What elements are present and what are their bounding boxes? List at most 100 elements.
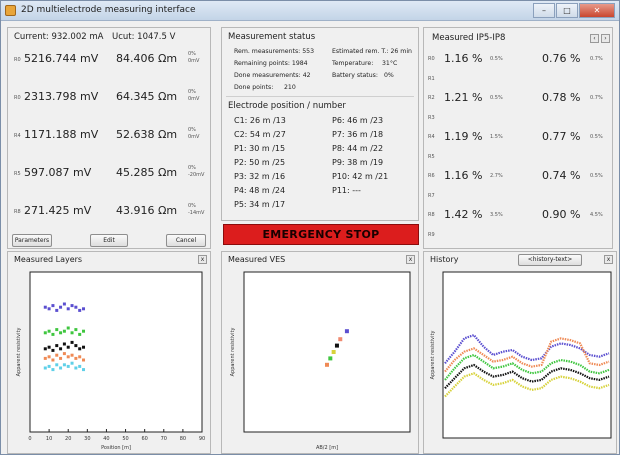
edit-button[interactable]: Edit bbox=[90, 234, 128, 247]
row-unit: 0mV bbox=[188, 134, 200, 140]
data-point bbox=[59, 305, 63, 309]
x-tick-label: 90 bbox=[199, 436, 205, 442]
data-point bbox=[344, 329, 349, 334]
data-point bbox=[59, 347, 63, 351]
ves-chart: Apparent resistivity AB/2 [m] bbox=[230, 271, 411, 450]
data-point bbox=[59, 356, 63, 360]
data-point bbox=[78, 308, 82, 312]
data-point bbox=[82, 307, 86, 311]
data-point bbox=[70, 304, 74, 308]
ip-value-b: 0.77 % bbox=[542, 130, 581, 143]
ip-value-a: 1.42 % bbox=[444, 208, 483, 221]
data-point bbox=[74, 356, 78, 360]
ip-row-label: R6 bbox=[428, 173, 435, 179]
maximize-icon[interactable]: □ bbox=[556, 3, 578, 18]
close-icon[interactable]: ✕ bbox=[579, 3, 615, 18]
data-point bbox=[78, 355, 82, 359]
ip-value-a: 1.16 % bbox=[444, 169, 483, 182]
ves-graph-panel: Measured VES x Apparent resistivity AB/2 … bbox=[221, 251, 419, 454]
layers-chart: Apparent resistivity Position [m] 0 10 20 30 4… bbox=[16, 271, 205, 450]
ip-row-label: R1 bbox=[428, 75, 435, 82]
data-point bbox=[78, 347, 82, 351]
row-unit: -14mV bbox=[188, 210, 205, 216]
next-icon[interactable]: › bbox=[601, 34, 610, 43]
data-point bbox=[334, 343, 339, 348]
row-unit: 0mV bbox=[188, 58, 200, 64]
row-resistivity: 45.285 Ωm bbox=[116, 166, 178, 179]
done-points-label: Done points: bbox=[234, 84, 274, 91]
row-unit: -20mV bbox=[188, 172, 205, 178]
data-point bbox=[43, 347, 47, 351]
electrode-entry: P11: --- bbox=[332, 186, 361, 195]
data-point bbox=[66, 355, 70, 359]
data-point bbox=[43, 305, 47, 309]
data-point bbox=[47, 364, 51, 368]
electrode-entry: P5: 34 m /17 bbox=[234, 200, 286, 209]
data-point bbox=[82, 329, 86, 333]
data-point bbox=[59, 366, 63, 370]
measurement-panel: Current: 932.002 mA Ucut: 1047.5 V R0 521… bbox=[7, 27, 211, 249]
data-point bbox=[70, 340, 74, 344]
row-label: R5 bbox=[14, 171, 21, 177]
data-point bbox=[47, 355, 51, 359]
data-point bbox=[82, 345, 86, 349]
data-point bbox=[66, 326, 70, 330]
y-axis-label: Apparent resistivity bbox=[16, 328, 22, 377]
parameters-button[interactable]: Parameters bbox=[12, 234, 52, 247]
data-point bbox=[62, 302, 66, 306]
x-tick-label: 30 bbox=[84, 436, 90, 442]
minimize-icon[interactable]: – bbox=[533, 3, 555, 18]
x-tick-label: 80 bbox=[180, 436, 186, 442]
electrode-entry: P9: 38 m /19 bbox=[332, 158, 384, 167]
history-chart: Apparent resistivity bbox=[430, 271, 612, 439]
ip-row-label: R9 bbox=[428, 231, 435, 238]
row-percent: 0% bbox=[188, 127, 196, 133]
ip-row-label: R0 bbox=[428, 56, 435, 62]
status-heading: Measurement status bbox=[228, 32, 316, 42]
row-unit: 0mV bbox=[188, 96, 200, 102]
done-points-value: 210 bbox=[284, 84, 296, 91]
title-bar: 2D multielectrode measuring interface – … bbox=[1, 1, 619, 21]
data-point bbox=[55, 344, 59, 348]
status-panel: Measurement status Rem. measurements: 55… bbox=[221, 27, 419, 221]
ip-panel: Measured IP5-IP8 ‹ › R0 1.16 % 0.5% 0.76 % 0… bbox=[423, 27, 613, 249]
layers-graph-panel: Measured Layers x Apparent resistivity Po… bbox=[7, 251, 211, 454]
x-tick-label: 20 bbox=[65, 436, 71, 442]
ip-std-a: 3.5% bbox=[490, 212, 503, 218]
ip-value-b: 0.90 % bbox=[542, 208, 581, 221]
x-tick-label: 0 bbox=[28, 436, 31, 442]
series-line bbox=[444, 333, 610, 365]
row-percent: 0% bbox=[188, 51, 196, 57]
ip-value-a: 1.19 % bbox=[444, 130, 483, 143]
y-axis-label: Apparent resistivity bbox=[430, 331, 436, 380]
emergency-stop-button[interactable]: EMERGENCY STOP bbox=[223, 224, 419, 245]
x-tick-label: 50 bbox=[122, 436, 128, 442]
data-point bbox=[51, 332, 55, 336]
ip-value-b: 0.78 % bbox=[542, 91, 581, 104]
battery-value: 0% bbox=[384, 72, 394, 79]
row-label: R0 bbox=[14, 95, 21, 101]
data-point bbox=[51, 348, 55, 352]
data-point bbox=[59, 331, 63, 335]
ip-std-b: 0.5% bbox=[590, 173, 603, 179]
layers-close-icon[interactable]: x bbox=[198, 255, 207, 264]
row-voltage: 1171.188 mV bbox=[24, 128, 99, 141]
data-point bbox=[328, 356, 333, 361]
data-point bbox=[74, 344, 78, 348]
history-close-icon[interactable]: x bbox=[604, 255, 613, 264]
data-point bbox=[70, 331, 74, 335]
data-point bbox=[43, 366, 47, 370]
prev-icon[interactable]: ‹ bbox=[590, 34, 599, 43]
ves-close-icon[interactable]: x bbox=[406, 255, 415, 264]
current-readout: Current: 932.002 mA bbox=[14, 32, 104, 42]
x-tick-label: 70 bbox=[161, 436, 167, 442]
cancel-button[interactable]: Cancel bbox=[166, 234, 206, 247]
window-title: 2D multielectrode measuring interface bbox=[21, 5, 196, 15]
data-point bbox=[325, 362, 329, 367]
ip-std-a: 2.7% bbox=[490, 173, 503, 179]
history-dropdown[interactable]: <history-text> bbox=[518, 254, 582, 266]
x-tick-label: 10 bbox=[46, 436, 52, 442]
history-title: History bbox=[430, 255, 459, 264]
data-point bbox=[51, 304, 55, 308]
row-percent: 0% bbox=[188, 165, 196, 171]
